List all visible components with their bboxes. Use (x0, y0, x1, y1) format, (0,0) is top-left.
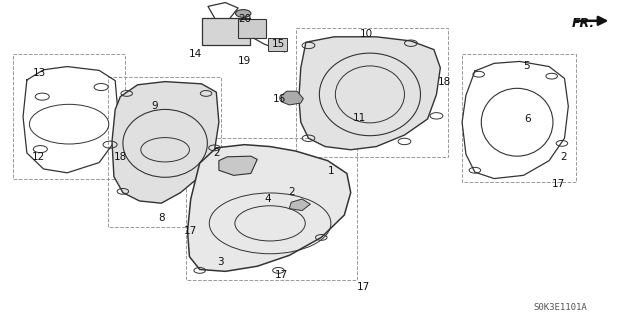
Bar (186, 138, 357, 280)
Circle shape (236, 10, 251, 17)
Bar (268, 38, 287, 51)
Bar (296, 28, 448, 157)
Text: 17: 17 (275, 269, 288, 280)
Text: 20: 20 (238, 13, 251, 24)
Text: 15: 15 (272, 39, 285, 49)
Polygon shape (188, 145, 351, 271)
Text: 18: 18 (438, 76, 451, 87)
Text: 17: 17 (184, 226, 197, 236)
Text: FR.: FR. (572, 17, 595, 29)
Text: 11: 11 (353, 113, 366, 123)
Text: 1: 1 (328, 166, 335, 176)
Bar (238, 19, 266, 38)
Text: 6: 6 (525, 114, 531, 124)
Bar (108, 77, 221, 227)
Text: S0K3E1101A: S0K3E1101A (533, 303, 587, 312)
Text: 2: 2 (288, 187, 294, 197)
Text: 9: 9 (152, 101, 158, 111)
Bar (462, 54, 576, 182)
Text: 4: 4 (264, 194, 271, 204)
Polygon shape (299, 37, 440, 150)
Text: 17: 17 (552, 179, 564, 189)
Text: 5: 5 (523, 60, 529, 71)
Bar (202, 18, 250, 45)
Text: 19: 19 (238, 56, 251, 66)
Polygon shape (219, 156, 257, 175)
Text: 13: 13 (33, 68, 46, 78)
Text: 17: 17 (357, 282, 370, 292)
Text: 16: 16 (273, 94, 286, 104)
Text: 3: 3 (218, 257, 224, 267)
Text: 8: 8 (158, 213, 164, 223)
Text: 18: 18 (114, 152, 127, 163)
Polygon shape (282, 91, 303, 105)
Polygon shape (289, 199, 310, 211)
Text: 2: 2 (560, 152, 566, 162)
Text: 2: 2 (213, 148, 220, 158)
Text: 10: 10 (360, 28, 372, 39)
Polygon shape (112, 82, 219, 203)
Bar (13, 54, 125, 179)
Text: 12: 12 (32, 152, 45, 163)
Text: 14: 14 (189, 49, 202, 59)
